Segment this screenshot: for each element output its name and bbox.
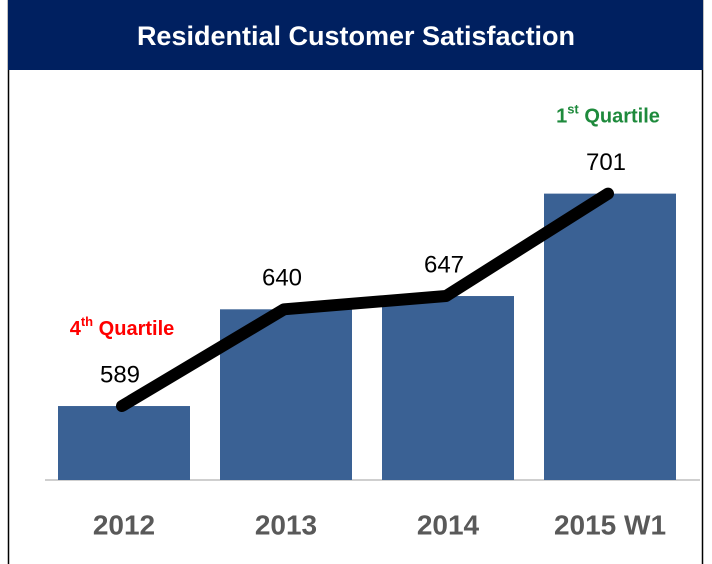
data-label: 640: [262, 265, 302, 292]
data-label: 701: [586, 149, 626, 176]
annotation-text: Quartile: [579, 106, 660, 128]
x-tick-label: 2013: [255, 509, 317, 540]
annotation-superscript: st: [567, 102, 579, 117]
x-tick-label: 2015 W1: [554, 509, 666, 540]
annotation-text: 1: [556, 106, 567, 128]
bar: [382, 296, 514, 480]
x-tick-label: 2014: [417, 509, 480, 540]
data-label: 647: [424, 251, 464, 278]
trend-line: [116, 187, 614, 413]
annotation: 4th Quartile: [70, 314, 175, 340]
data-label: 589: [100, 361, 140, 388]
annotation-text: Quartile: [93, 318, 174, 340]
annotation: 1st Quartile: [556, 102, 660, 128]
title-bar: [8, 0, 703, 70]
annotation-superscript: th: [81, 314, 93, 329]
chart-title: Residential Customer Satisfaction: [137, 21, 575, 51]
bar: [544, 193, 676, 480]
x-tick-label: 2012: [93, 509, 155, 540]
bar: [58, 406, 190, 480]
annotation-text: 4: [70, 318, 82, 340]
